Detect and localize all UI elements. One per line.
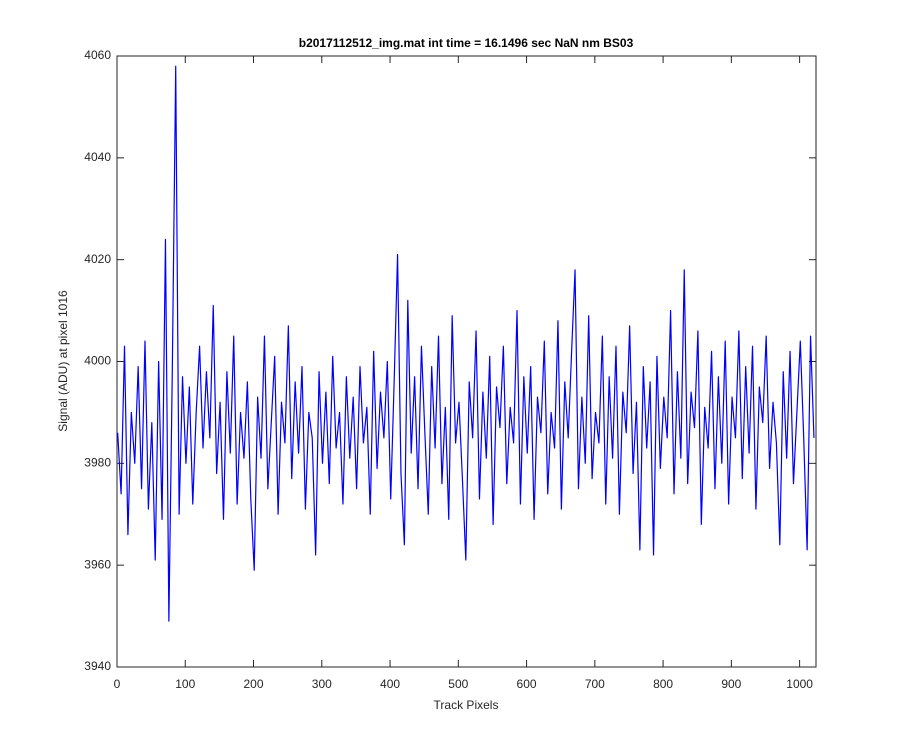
x-tick-label: 300 [312,677,332,691]
y-tick-label: 3980 [84,456,111,470]
x-tick-label: 900 [721,677,741,691]
x-tick-label: 200 [244,677,264,691]
x-tick-label: 0 [114,677,121,691]
y-tick-label: 4020 [84,252,111,266]
x-axis-label: Track Pixels [434,698,499,712]
x-tick-label: 700 [585,677,605,691]
x-tick-label: 100 [175,677,195,691]
x-tick-label: 800 [653,677,673,691]
y-tick-label: 4040 [84,150,111,164]
signal-line [117,65,815,622]
y-axis-label: Signal (ADU) at pixel 1016 [56,290,70,432]
y-tick-label: 3960 [84,557,111,571]
y-tick-label: 3940 [84,659,111,673]
x-tick-label: 600 [517,677,537,691]
x-tick-label: 1000 [786,677,813,691]
x-tick-label: 400 [380,677,400,691]
y-tick-label: 4000 [84,354,111,368]
y-tick-label: 4060 [84,48,111,62]
x-tick-label: 500 [448,677,468,691]
chart-title: b2017112512_img.mat int time = 16.1496 s… [299,36,634,50]
